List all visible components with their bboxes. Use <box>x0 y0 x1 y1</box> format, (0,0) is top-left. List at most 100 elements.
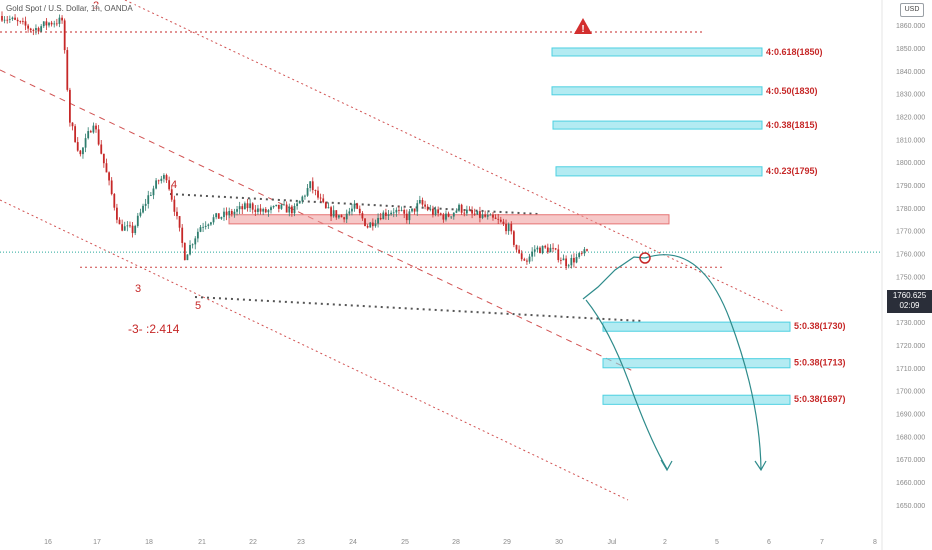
candle-body <box>40 26 43 32</box>
symbol-label: Gold Spot / U.S. Dollar, 1h, OANDA <box>4 4 135 13</box>
candle-body <box>374 223 377 227</box>
x-tick-label: 7 <box>820 539 824 546</box>
candle-body <box>429 208 432 210</box>
candle-body <box>366 225 369 228</box>
candle-body <box>142 205 144 213</box>
candle-body <box>565 258 568 267</box>
candle-body <box>546 247 549 253</box>
candle-body <box>29 28 32 31</box>
candle-body <box>395 209 398 213</box>
candle-body <box>285 204 288 213</box>
channel-upper-line <box>124 0 786 313</box>
y-tick-label: 1760.000 <box>896 252 925 259</box>
target-zone-label: 4:0.38(1815) <box>766 120 818 130</box>
candle-body <box>382 212 385 220</box>
candle-body <box>21 21 24 22</box>
warning-triangle <box>574 18 592 34</box>
candle-body <box>19 21 22 22</box>
channel-lower-line <box>0 199 629 501</box>
time-axis[interactable]: 16 17 18 21 22 23 24 25 28 29 30 Jul 2 5 6 7 8 <box>44 539 877 546</box>
candle-body <box>348 211 351 214</box>
candle-body <box>526 260 528 262</box>
candle-body <box>361 213 364 219</box>
candle-body <box>79 150 82 155</box>
candle-body <box>163 175 165 179</box>
candle-body <box>50 22 53 25</box>
candle-body <box>515 244 518 250</box>
candle-body <box>134 225 137 234</box>
candle-body <box>116 207 118 220</box>
candle-body <box>108 172 110 181</box>
candle-body <box>267 210 270 213</box>
candle-body <box>207 224 210 226</box>
bar-countdown: 02:09 <box>899 301 920 310</box>
candle-body <box>528 256 531 262</box>
candle-body <box>379 217 382 220</box>
y-tick-label: 1710.000 <box>896 366 925 373</box>
projection-rally-path <box>582 256 646 300</box>
candle-body <box>426 206 429 210</box>
candle-body <box>411 208 413 212</box>
target-zone[interactable] <box>602 358 791 369</box>
candle-body <box>494 217 497 219</box>
target-zone[interactable] <box>551 86 763 96</box>
candle-body <box>317 190 319 198</box>
candle-body <box>479 211 481 218</box>
candle-body <box>113 194 116 208</box>
target-zone[interactable] <box>602 321 791 332</box>
candle-body <box>63 20 66 51</box>
y-tick-label: 1770.000 <box>896 229 925 236</box>
currency-badge[interactable]: USD <box>900 3 924 17</box>
candle-body <box>176 211 178 217</box>
candle-body <box>238 206 241 210</box>
pivot-circle-marker <box>639 252 651 264</box>
y-tick-label: 1680.000 <box>896 434 925 441</box>
y-tick-label: 1730.000 <box>896 320 925 327</box>
target-zone-label: 5:0.38(1713) <box>794 358 846 368</box>
candle-body <box>337 215 340 218</box>
wave-annotations: 2345-3- :2.414! <box>93 0 767 472</box>
target-zone[interactable] <box>602 394 791 405</box>
candle-body <box>102 153 105 164</box>
y-tick-label: 1800.000 <box>896 160 925 167</box>
y-tick-label: 1830.000 <box>896 92 925 99</box>
candle-body <box>212 217 215 223</box>
candle-body <box>476 211 479 215</box>
candle-body <box>48 22 50 26</box>
projection-drop-left <box>585 299 668 470</box>
candle-body <box>290 206 293 214</box>
candle-body <box>194 238 197 245</box>
candle-body <box>335 210 338 218</box>
candlestick-series <box>1 11 588 271</box>
candle-body <box>155 180 157 189</box>
candle-body <box>452 212 455 217</box>
candle-body <box>499 219 502 222</box>
candle-body <box>183 242 186 261</box>
target-zone[interactable] <box>551 47 763 57</box>
target-zone[interactable] <box>552 120 763 130</box>
candle-body <box>364 218 366 226</box>
current-price-tag: 1760.625 02:09 <box>887 290 932 313</box>
candle-body <box>92 125 95 133</box>
candle-body <box>168 180 171 190</box>
x-tick-label: 5 <box>715 539 719 546</box>
candle-body <box>570 257 573 266</box>
candle-body <box>76 142 79 151</box>
y-tick-label: 1780.000 <box>896 206 925 213</box>
candle-body <box>340 215 343 218</box>
y-tick-label: 1700.000 <box>896 389 925 396</box>
target-zone[interactable] <box>555 166 763 177</box>
fib-target-zones[interactable]: 4:0.618(1850) 4:0.50(1830) 4:0.38(1815) 4:0… <box>228 47 846 405</box>
y-tick-label: 1820.000 <box>896 115 925 122</box>
candle-body <box>306 188 309 196</box>
target-zone-label: 4:0.50(1830) <box>766 86 818 96</box>
candle-body <box>204 225 207 227</box>
y-tick-label: 1750.000 <box>896 274 925 281</box>
x-tick-label: 22 <box>249 539 257 546</box>
candle-body <box>42 21 45 27</box>
candle-body <box>293 206 296 214</box>
candle-body <box>100 144 103 154</box>
candle-body <box>455 210 458 213</box>
candle-body <box>583 249 586 254</box>
